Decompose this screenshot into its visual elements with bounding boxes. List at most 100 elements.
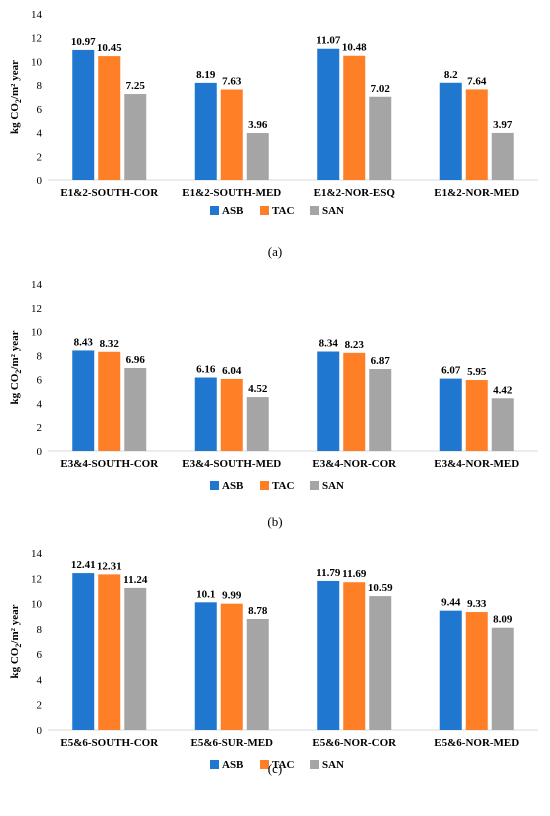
- bar-tac: [98, 56, 121, 180]
- y-axis-label-main: kg CO: [9, 103, 21, 134]
- bar-san: [246, 397, 269, 451]
- category-label: E1&2-NOR-MED: [434, 187, 519, 199]
- bar-tac: [465, 612, 488, 730]
- y-tick-label: 0: [37, 446, 43, 458]
- bar-asb: [439, 82, 462, 180]
- y-tick-label: 14: [31, 279, 43, 291]
- bar-tac: [98, 351, 121, 451]
- y-tick-label: 12: [31, 573, 42, 585]
- data-label: 11.79: [316, 567, 341, 579]
- category-label: E3&4-NOR-COR: [312, 458, 397, 470]
- bar-asb: [72, 573, 95, 730]
- data-label: 12.31: [97, 560, 122, 572]
- y-axis-label-tail: /m² year: [9, 60, 21, 100]
- y-tick-label: 4: [37, 398, 43, 410]
- data-label: 7.02: [371, 83, 391, 95]
- y-tick-label: 2: [37, 700, 43, 712]
- y-tick-label: 6: [37, 649, 43, 661]
- y-tick-label: 14: [31, 548, 43, 560]
- y-axis-label: kg CO2/m² year: [9, 60, 23, 134]
- y-tick-label: 6: [37, 374, 43, 386]
- data-label: 8.2: [444, 69, 458, 81]
- data-label: 8.78: [248, 605, 268, 617]
- data-label: 10.48: [342, 42, 367, 54]
- bar-tac: [465, 380, 488, 451]
- category-label: E1&2-SOUTH-MED: [182, 187, 281, 199]
- legend-swatch-san: [310, 481, 319, 490]
- bar-asb: [194, 82, 217, 180]
- bar-san: [491, 627, 514, 730]
- y-tick-label: 0: [37, 175, 43, 187]
- category-label: E3&4-NOR-MED: [434, 458, 519, 470]
- y-axis-label-sub: 2: [14, 370, 23, 374]
- panel-label: (a): [268, 244, 282, 259]
- data-label: 7.63: [222, 76, 242, 88]
- legend-swatch-asb: [210, 481, 219, 490]
- bar-tac: [343, 55, 366, 180]
- data-label: 9.33: [467, 598, 487, 610]
- y-tick-label: 8: [37, 624, 43, 636]
- y-tick-label: 12: [31, 303, 42, 315]
- legend-swatch-san: [310, 760, 319, 769]
- category-label: E3&4-SOUTH-MED: [182, 458, 281, 470]
- category-label: E5&6-NOR-COR: [312, 737, 397, 749]
- data-label: 10.97: [71, 36, 96, 48]
- bar-tac: [465, 89, 488, 180]
- legend-label: ASB: [222, 205, 244, 217]
- bar-asb: [317, 48, 340, 181]
- bar-san: [369, 596, 392, 730]
- data-label: 5.95: [467, 366, 487, 378]
- y-axis-label-main: kg CO: [9, 647, 21, 678]
- data-label: 9.99: [222, 590, 242, 602]
- data-label: 6.16: [196, 364, 216, 376]
- data-label: 4.42: [493, 384, 513, 396]
- data-label: 4.52: [248, 383, 268, 395]
- y-axis-label-tail: /m² year: [9, 604, 21, 644]
- data-label: 6.07: [441, 365, 461, 377]
- bar-tac: [220, 378, 243, 451]
- data-label: 3.96: [248, 119, 268, 131]
- legend-label: TAC: [272, 759, 294, 771]
- legend-label: SAN: [322, 480, 344, 492]
- data-label: 3.97: [493, 119, 513, 131]
- bar-san: [369, 369, 392, 451]
- bar-asb: [72, 49, 95, 181]
- bar-san: [124, 94, 147, 180]
- data-label: 10.1: [196, 588, 215, 600]
- y-axis-label-sub: 2: [14, 99, 23, 103]
- y-tick-label: 10: [31, 327, 43, 339]
- bar-tac: [98, 574, 121, 730]
- legend: ASB TAC SAN: [210, 205, 344, 217]
- legend-label: ASB: [222, 480, 244, 492]
- category-label: E5&6-SOUTH-COR: [60, 737, 159, 749]
- category-label: E5&6-SUR-MED: [191, 737, 274, 749]
- category-label: E1&2-NOR-ESQ: [314, 187, 396, 199]
- y-axis-label-main: kg CO: [9, 373, 21, 404]
- data-label: 8.34: [319, 338, 339, 350]
- legend-swatch-san: [310, 206, 319, 215]
- y-axis-label-sub: 2: [14, 644, 23, 648]
- legend-label: TAC: [272, 480, 294, 492]
- data-label: 11.07: [316, 35, 341, 47]
- data-label: 10.59: [368, 582, 393, 594]
- data-label: 8.19: [196, 69, 216, 81]
- legend-swatch-asb: [210, 760, 219, 769]
- data-label: 6.04: [222, 365, 242, 377]
- bar-asb: [194, 377, 217, 451]
- bar-san: [246, 133, 269, 180]
- bar-san: [491, 398, 514, 451]
- legend-label: TAC: [272, 205, 294, 217]
- data-label: 8.09: [493, 614, 513, 626]
- legend: ASB TAC SAN: [210, 759, 344, 771]
- y-tick-label: 10: [31, 599, 43, 611]
- bar-san: [246, 618, 269, 730]
- data-label: 7.64: [467, 75, 487, 87]
- legend-label: SAN: [322, 759, 344, 771]
- y-tick-label: 6: [37, 104, 43, 116]
- y-axis-label: kg CO2/m² year: [9, 604, 23, 678]
